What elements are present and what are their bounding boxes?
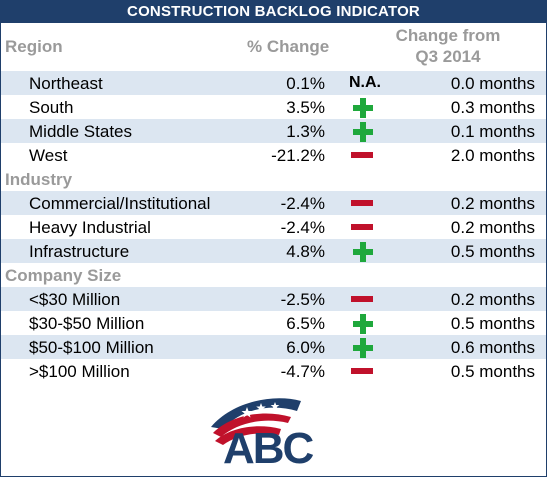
table-row: <$30 Million -2.5% 0.2 months [1,287,546,311]
row-pct: 6.5% [286,314,325,333]
row-label: West [29,146,68,165]
header-region: Region [5,37,63,56]
table-row: South 3.5% 0.3 months [1,95,546,119]
star-2 [256,403,266,412]
table-row: Commercial/Institutional -2.4% 0.2 month… [1,191,546,215]
section-industry: Industry [5,170,73,189]
row-months: 0.2 months [450,218,535,237]
table-title: CONSTRUCTION BACKLOG INDICATOR [1,1,546,23]
table-row: West -21.2% 2.0 months [1,143,546,167]
row-label: Infrastructure [29,242,130,261]
minus-icon [349,191,379,215]
row-label: $30-$50 Million [29,314,145,333]
table-row: >$100 Million -4.7% 0.5 months [1,359,546,383]
row-months: 0.3 months [450,98,535,117]
row-months: 0.5 months [450,314,535,333]
na-label: N.A. [349,74,381,91]
row-months: 0.1 months [450,122,535,141]
row-label: Commercial/Institutional [29,194,211,213]
minus-icon [349,359,379,383]
row-months: 2.0 months [450,146,535,165]
table-row: $50-$100 Million 6.0% 0.6 months [1,335,546,359]
row-label: South [29,98,74,117]
header-change-line1: Change from [395,26,501,45]
row-pct: -2.4% [280,218,325,237]
logo-text: ABC [223,424,314,465]
plus-icon [349,95,379,119]
plus-icon [349,119,379,143]
row-pct: -2.5% [280,290,325,309]
minus-icon [349,143,379,167]
row-months: 0.2 months [450,194,535,213]
header-change-line2: Q3 2014 [415,47,481,66]
plus-icon [349,335,379,359]
section-company-size: Company Size [5,266,122,285]
row-months: 0.5 months [450,362,535,381]
flag-stripe-red-1 [213,413,291,437]
row-pct: 0.1% [286,74,325,93]
abc-logo: ABC [211,398,316,465]
table-row: Heavy Industrial -2.4% 0.2 months [1,215,546,239]
table-row: Infrastructure 4.8% 0.5 months [1,239,546,263]
row-months: 0.0 months [450,74,535,93]
table-row: Middle States 1.3% 0.1 months [1,119,546,143]
row-label: >$100 Million [29,362,130,381]
row-months: 0.6 months [450,338,535,357]
minus-icon [349,287,379,311]
row-label: $50-$100 Million [29,338,154,357]
row-pct: 6.0% [286,338,325,357]
plus-icon [349,311,379,335]
header-change-from: Change from Q3 2014 [381,25,515,67]
row-pct: 1.3% [286,122,325,141]
row-months: 0.2 months [450,290,535,309]
header-pct-change: % Change [247,37,330,56]
minus-icon [349,215,379,239]
row-pct: 3.5% [286,98,325,117]
table-header: Region % Change Change from Q3 2014 [1,23,546,69]
flag-stripe-red-2 [215,426,281,445]
row-months: 0.5 months [450,242,535,261]
flag-swoosh-blue [211,398,301,429]
row-pct: -4.7% [280,362,325,381]
row-pct: 4.8% [286,242,325,261]
star-3 [270,402,280,410]
row-label: <$30 Million [29,290,121,309]
table-row: Northeast 0.1% N.A. 0.0 months [1,71,546,95]
row-label: Northeast [29,74,103,93]
row-pct: -21.2% [271,146,325,165]
row-label: Heavy Industrial [29,218,151,237]
table-row: $30-$50 Million 6.5% 0.5 months [1,311,546,335]
star-1 [241,407,253,418]
row-label: Middle States [29,122,132,141]
na-indicator: N.A. [349,71,381,95]
row-pct: -2.4% [280,194,325,213]
plus-icon [349,239,379,263]
